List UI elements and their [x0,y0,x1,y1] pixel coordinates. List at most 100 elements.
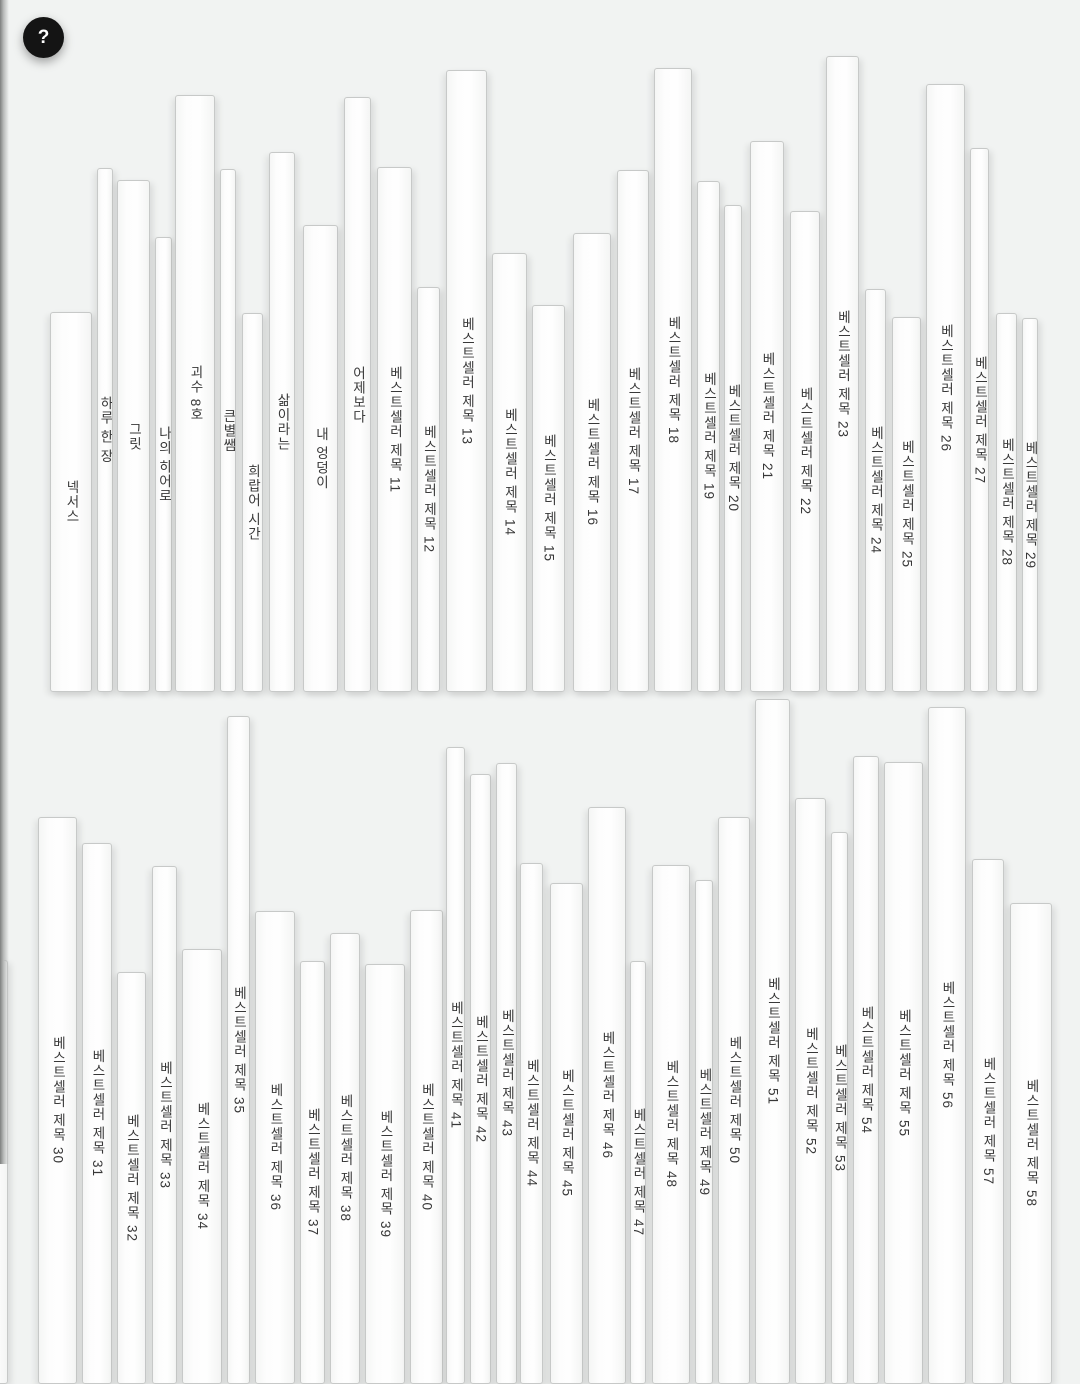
book-title: 베스트셀러 제목 20 [726,384,741,513]
book-title: 베스트셀러 제목 24 [868,426,884,555]
book-spine[interactable]: 삶이라는 [269,152,295,692]
book-spine[interactable]: 베스트셀러 제목 23 [826,56,859,692]
book-spine[interactable]: 베스트셀러 제목 57 [972,859,1004,1384]
book-spine[interactable]: 베스트셀러 제목 42 [470,774,491,1384]
book-spine[interactable]: 베스트셀러 제목 28 [996,313,1017,692]
book-spine[interactable]: 베스트셀러 제목 22 [790,211,820,692]
book-title: 베스트셀러 제목 37 [305,1108,321,1237]
book-spine[interactable]: 베스트셀러 제목 56 [928,707,966,1384]
book-spine[interactable]: 베스트셀러 제목 14 [492,253,527,692]
book-title: 베스트셀러 제목 29 [1023,440,1038,570]
book-title: 베스트셀러 제목 31 [90,1049,105,1178]
book-spine[interactable]: 베스트셀러 제목 34 [182,949,222,1384]
book-spine[interactable]: 베스트셀러 제목 18 [654,68,692,692]
book-spine[interactable]: 베스트셀러 제목 40 [410,910,443,1384]
book-spine[interactable]: 베스트셀러 제목 51 [755,699,790,1384]
book-title: 베스트셀러 제목 22 [798,387,813,516]
book-spine[interactable]: 베스트셀러 제목 44 [520,863,543,1384]
book-spine[interactable]: 베스트셀러 제목 26 [926,84,965,692]
book-spine[interactable]: 큰별쌤 [220,169,236,692]
book-spine[interactable]: 베스트셀러 제목 31 [82,843,112,1384]
book-title: 베스트셀러 제목 53 [832,1043,848,1173]
book-spine[interactable]: 베스트셀러 제목 27 [970,148,989,692]
book-spine[interactable]: 내 엉덩이 [303,225,338,692]
book-title: 베스트셀러 제목 25 [899,440,915,569]
book-spine[interactable]: 베스트셀러 제목 52 [795,798,826,1384]
book-spine[interactable]: 베스트셀러 제목 13 [446,70,487,692]
book-spine[interactable]: 베스트셀러 제목 20 [724,205,742,692]
book-spine[interactable]: 베스트셀러 제목 29 [1022,318,1038,692]
book-spine[interactable]: 어제보다 [344,97,371,692]
book-title: 베스트셀러 제목 12 [421,425,437,554]
book-title: 베스트셀러 제목 36 [268,1083,283,1212]
book-spine[interactable]: 나의 히어로 [155,237,172,692]
book-spine[interactable]: 베스트셀러 제목 45 [550,883,583,1384]
book-title: 베스트셀러 제목 32 [124,1113,140,1243]
book-spine[interactable]: 베스트셀러 제목 15 [532,305,565,692]
book-spine[interactable]: 베스트셀러 제목 37 [300,961,325,1384]
book-spine[interactable]: 베스트셀러 제목 19 [697,181,720,692]
shelf-row-2: 스리 베스트셀러 제목 30 베스트셀러 제목 31 베스트셀러 제목 32 베스트셀러… [0,699,1052,1384]
book-spine[interactable]: 베스트셀러 제목 39 [365,964,405,1384]
book-title: 베스트셀러 제목 18 [666,315,681,445]
book-spine[interactable]: 베스트셀러 제목 48 [652,865,690,1384]
book-spine[interactable]: 베스트셀러 제목 11 [377,167,412,692]
book-spine[interactable]: 베스트셀러 제목 12 [417,287,440,692]
book-spine[interactable]: 베스트셀러 제목 24 [865,289,886,692]
book-title: 베스트셀러 제목 17 [626,366,641,496]
book-spine[interactable]: 베스트셀러 제목 41 [446,747,465,1384]
help-button[interactable]: ? [23,17,64,58]
book-title: 베스트셀러 제목 47 [631,1108,646,1237]
book-spine[interactable]: 베스트셀러 제목 17 [617,170,649,692]
book-spine[interactable]: 베스트셀러 제목 50 [718,817,750,1384]
book-title: 베스트셀러 제목 52 [803,1026,819,1156]
book-spine[interactable]: 베스트셀러 제목 43 [496,763,517,1384]
book-title: 베스트셀러 제목 21 [760,352,775,481]
book-spine[interactable]: 베스트셀러 제목 36 [255,911,295,1384]
book-title: 스리 [0,1158,1,1187]
book-spine[interactable]: 베스트셀러 제목 54 [853,756,879,1384]
book-spine[interactable]: 베스트셀러 제목 38 [330,933,360,1384]
book-spine[interactable]: 그릿 [117,180,150,692]
book-title: 베스트셀러 제목 42 [473,1014,489,1144]
book-spine[interactable]: 베스트셀러 제목 55 [884,762,923,1384]
book-title: 베스트셀러 제목 46 [600,1031,615,1160]
book-spine[interactable]: 베스트셀러 제목 25 [892,317,921,692]
book-spine[interactable]: 베스트셀러 제목 47 [630,961,646,1384]
book-title: 어제보다 [350,365,366,424]
book-spine[interactable]: 괴수 8호 [175,95,215,692]
book-title: 베스트셀러 제목 23 [835,309,851,439]
book-title: 베스트셀러 제목 45 [559,1069,575,1198]
book-title: 내 엉덩이 [313,427,329,490]
book-title: 베스트셀러 제목 11 [387,365,403,493]
book-spine[interactable]: 베스트셀러 제목 35 [227,716,250,1384]
book-title: 베스트셀러 제목 43 [499,1009,515,1138]
book-spine[interactable]: 하루 한 장 [97,168,113,692]
book-spine[interactable]: 스리 [0,960,8,1384]
book-title: 베스트셀러 제목 54 [859,1005,874,1135]
book-spine[interactable]: 베스트셀러 제목 30 [38,817,77,1384]
book-spine[interactable]: 베스트셀러 제목 32 [117,972,146,1384]
book-title: 베스트셀러 제목 33 [157,1060,173,1190]
book-title: 베스트셀러 제목 49 [697,1067,712,1197]
book-title: 베스트셀러 제목 34 [195,1102,210,1231]
book-title: 베스트셀러 제목 38 [338,1094,353,1223]
book-title: 그릿 [126,421,142,451]
book-title: 베스트셀러 제목 28 [999,438,1015,567]
book-spine[interactable]: 베스트셀러 제목 53 [831,832,848,1384]
book-spine[interactable]: 베스트셀러 제목 21 [750,141,784,692]
book-spine[interactable]: 희랍어 시간 [242,313,263,692]
book-spine[interactable]: 베스트셀러 제목 46 [588,807,626,1384]
book-title: 베스트셀러 제목 35 [231,985,247,1115]
book-spine[interactable]: 베스트셀러 제목 16 [573,233,611,692]
book-spine[interactable]: 베스트셀러 제목 49 [695,880,713,1384]
book-title: 베스트셀러 제목 30 [50,1036,66,1165]
book-spine[interactable]: 베스트셀러 제목 33 [152,866,177,1384]
book-spine[interactable]: 넥서스 [50,312,92,692]
book-title: 베스트셀러 제목 51 [765,977,781,1106]
book-spine[interactable]: 베스트셀러 제목 58 [1010,903,1052,1384]
book-title: 베스트셀러 제목 55 [896,1008,912,1138]
book-title: 베스트셀러 제목 19 [701,372,717,501]
book-title: 베스트셀러 제목 13 [459,316,475,446]
